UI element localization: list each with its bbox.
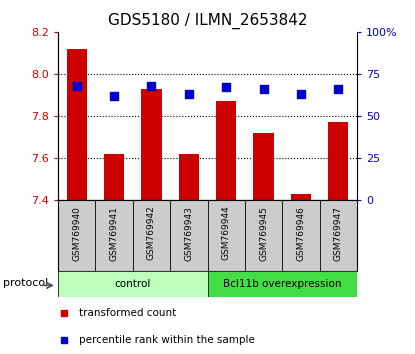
Text: GSM769941: GSM769941 [110,206,119,261]
Text: transformed count: transformed count [79,308,176,318]
Bar [141,88,162,200]
Text: GSM769947: GSM769947 [334,206,343,261]
Text: protocol: protocol [3,278,48,288]
Bar [178,154,199,200]
Text: GSM769944: GSM769944 [222,206,231,261]
Point [111,93,117,98]
Text: GSM769940: GSM769940 [72,206,81,261]
Bar [66,49,87,200]
Text: control: control [115,279,151,289]
Point [73,83,80,88]
Point [298,91,304,97]
Point [335,86,342,92]
Point [148,83,155,88]
Text: GSM769942: GSM769942 [147,206,156,261]
Bar [253,133,274,200]
Point [186,91,192,97]
Point [260,86,267,92]
Bar [290,194,311,200]
Bar [328,122,349,200]
Text: GSM769946: GSM769946 [296,206,305,261]
Point [223,85,229,90]
Text: percentile rank within the sample: percentile rank within the sample [79,335,255,345]
Bar [216,101,237,200]
Bar [104,154,124,200]
Text: Bcl11b overexpression: Bcl11b overexpression [223,279,342,289]
Bar [208,271,357,297]
Text: GSM769943: GSM769943 [184,206,193,261]
Text: GSM769945: GSM769945 [259,206,268,261]
Title: GDS5180 / ILMN_2653842: GDS5180 / ILMN_2653842 [108,13,307,29]
Bar [58,271,208,297]
